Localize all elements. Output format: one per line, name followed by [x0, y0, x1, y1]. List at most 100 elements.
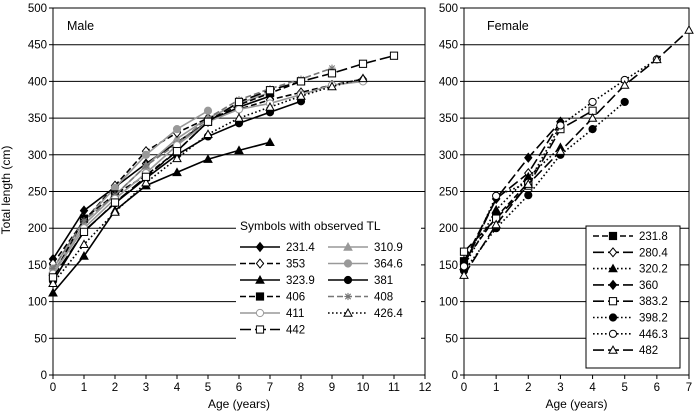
data-point [110, 207, 120, 216]
y-tick-label: 500 [439, 3, 458, 15]
legend-entry: 231.4 [240, 241, 315, 254]
data-point [48, 278, 58, 287]
legend-label: 482 [639, 345, 658, 357]
data-point [358, 73, 368, 83]
data-point [142, 162, 150, 170]
legend-entry: 398.2 [593, 313, 668, 325]
data-point [203, 117, 213, 126]
legend-label: 364.6 [374, 259, 403, 271]
legend-entry: 406 [240, 292, 305, 304]
data-point [79, 227, 89, 236]
data-point [265, 137, 275, 147]
data-point [491, 219, 501, 229]
legend-label: 408 [374, 292, 393, 304]
legend-label: 442 [286, 325, 305, 337]
legend-marker [608, 297, 618, 306]
data-point [588, 125, 597, 134]
legend-label: 411 [286, 308, 304, 320]
legend-label: 280.4 [639, 247, 668, 259]
series-323.9 [48, 137, 275, 297]
y-tick-label: 250 [439, 187, 458, 199]
y-tick-label: 100 [28, 297, 47, 309]
x-tick-label: 0 [461, 382, 467, 394]
data-point [491, 204, 501, 214]
x-tick-label: 11 [388, 382, 400, 394]
y-tick-label: 400 [439, 76, 458, 88]
x-tick-label: 4 [589, 382, 596, 394]
y-tick-label: 150 [28, 260, 47, 272]
data-point [265, 102, 275, 111]
legend-entry: 442 [240, 325, 305, 337]
legend-label: 383.2 [639, 296, 668, 308]
y-tick-label: 450 [439, 40, 458, 52]
legend-marker [255, 292, 265, 301]
data-point [556, 121, 565, 130]
legend-marker [255, 325, 265, 334]
x-tick-label: 1 [81, 382, 87, 394]
series-line [52, 141, 271, 294]
legend-marker [255, 241, 265, 253]
data-point [141, 172, 151, 181]
x-tick-label: 3 [143, 382, 149, 394]
y-tick-label: 400 [28, 76, 47, 88]
x-tick-label: 5 [622, 382, 628, 394]
legend-entry: 320.2 [593, 263, 668, 276]
data-point [492, 191, 501, 201]
y-tick-label: 450 [28, 40, 47, 52]
y-tick-label: 200 [439, 223, 458, 235]
data-point [459, 270, 469, 279]
data-point [555, 146, 566, 155]
data-point [141, 177, 151, 187]
data-point [587, 113, 598, 122]
series-426.4 [48, 73, 368, 287]
legend-title: Symbols with observed TL [240, 219, 381, 233]
legend-label: 381 [374, 275, 393, 287]
data-point [79, 239, 89, 249]
data-point [524, 191, 533, 200]
data-point [172, 147, 182, 156]
legend-marker [344, 292, 352, 301]
x-tick-label: 3 [557, 382, 563, 394]
legend-entry: 381 [328, 275, 393, 287]
legend-label: 320.2 [639, 264, 668, 276]
data-point [141, 150, 151, 159]
legend-marker [255, 308, 265, 318]
series-442 [48, 51, 399, 282]
y-tick-label: 0 [41, 370, 47, 382]
legend-label: 310.9 [374, 242, 403, 254]
legend-marker [255, 274, 265, 284]
legend: 231.8 280.4 320.2 360 383.2 398.2 446.3 482 [585, 225, 681, 369]
x-tick-label: 0 [50, 382, 56, 394]
x-tick-label: 8 [298, 382, 304, 394]
data-point [358, 59, 368, 68]
series-line [52, 67, 333, 270]
data-point [459, 262, 469, 271]
legend-marker [608, 279, 618, 291]
data-point [234, 97, 244, 107]
legend-label: 353 [286, 259, 305, 271]
data-point [110, 198, 120, 207]
x-tick-label: 6 [654, 382, 660, 394]
data-point [327, 81, 337, 91]
panel-label: Male [67, 19, 94, 33]
data-point [327, 69, 337, 78]
legend-entry: 426.4 [328, 307, 403, 320]
y-tick-label: 300 [439, 150, 458, 162]
x-axis-label: Age (years) [208, 397, 270, 411]
legend-label: 426.4 [374, 308, 403, 320]
data-point [619, 80, 630, 89]
y-tick-label: 50 [445, 333, 458, 345]
data-point [620, 97, 629, 107]
y-tick-label: 150 [439, 260, 458, 272]
data-point [203, 154, 213, 163]
legend-entry: 364.6 [328, 259, 403, 271]
legend-marker [608, 263, 618, 273]
legend-label: 398.2 [639, 313, 668, 325]
y-tick-label: 500 [28, 3, 47, 15]
legend-entry: 411 [240, 308, 304, 320]
data-point [389, 51, 399, 60]
x-tick-label: 1 [493, 382, 499, 394]
